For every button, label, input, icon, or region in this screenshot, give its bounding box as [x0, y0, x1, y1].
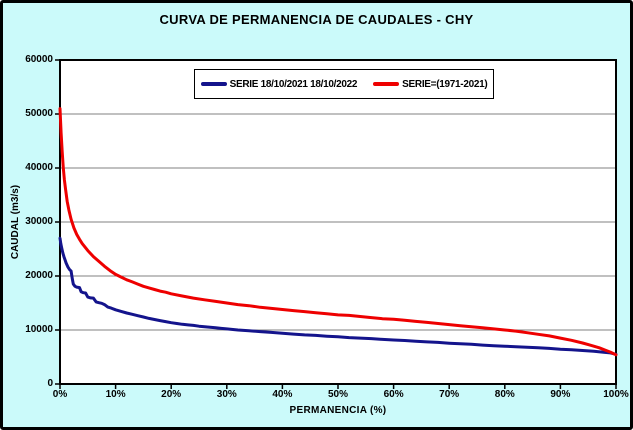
x-tick-label: 70%: [439, 389, 460, 400]
x-tick-label: 90%: [550, 389, 571, 400]
legend-label: SERIE=(1971-2021): [402, 78, 488, 90]
y-axis-title: CAUDAL (m3/s): [10, 184, 21, 260]
series-line-red: [58, 107, 618, 357]
y-tick-label: 30000: [25, 216, 53, 227]
y-tick-label: 50000: [25, 108, 53, 119]
y-tick-label: 60000: [25, 54, 53, 65]
x-axis-title: PERMANENCIA (%): [289, 405, 387, 416]
x-tick-label: 30%: [216, 389, 237, 400]
y-tick-label: 40000: [25, 162, 53, 173]
chart-title: CURVA DE PERMANENCIA DE CAUDALES - CHY: [159, 12, 474, 27]
x-tick-label: 10%: [105, 389, 126, 400]
legend: SERIE 18/10/2021 18/10/2022 SERIE=(1971-…: [194, 69, 494, 99]
x-tick-label: 40%: [272, 389, 293, 400]
legend-label: SERIE 18/10/2021 18/10/2022: [229, 78, 358, 90]
x-tick-label: 50%: [327, 389, 348, 400]
y-tick-label: 10000: [25, 324, 53, 335]
legend-line-swatch-blue: [200, 82, 227, 86]
plot-area: [55, 59, 618, 389]
legend-item-serie-1971-2021: SERIE=(1971-2021): [373, 78, 488, 90]
x-tick-label: 0%: [52, 389, 68, 400]
x-tick-label: 60%: [383, 389, 404, 400]
y-tick-label: 0: [47, 378, 53, 389]
x-tick-label: 100%: [603, 389, 629, 400]
x-tick-label: 80%: [494, 389, 515, 400]
y-tick-label: 20000: [25, 270, 53, 281]
x-tick-label: 20%: [161, 389, 182, 400]
legend-item-serie-2021-2022: SERIE 18/10/2021 18/10/2022: [200, 78, 358, 90]
series-line-blue: [58, 236, 618, 356]
legend-line-swatch-red: [373, 82, 400, 86]
